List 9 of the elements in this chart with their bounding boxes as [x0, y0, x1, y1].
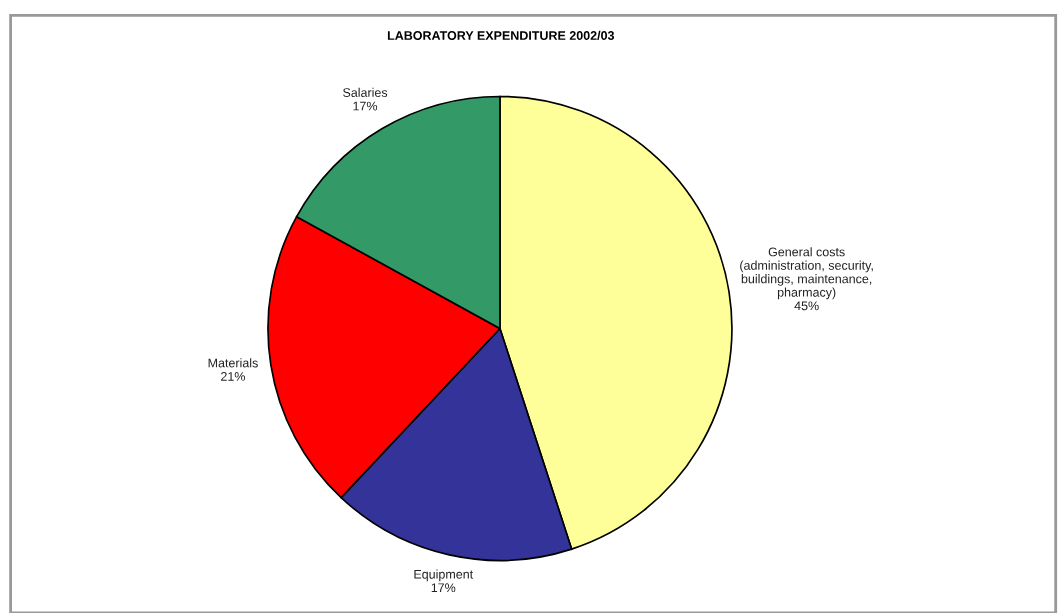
slice-label: General costs (administration, security, buildings, maintenance, pharmacy) [740, 247, 873, 300]
slice-label: Equipment [414, 569, 474, 582]
slice-label: Materials [208, 358, 258, 368]
chart-title: LABORATORY EXPENDITURE 2002/03 [387, 30, 615, 41]
data-label: 17% [353, 101, 378, 111]
data-label: 45% [794, 301, 819, 311]
data-label: 21% [221, 372, 246, 381]
slice-label: Salaries [343, 87, 388, 97]
data-label: 17% [431, 583, 456, 593]
